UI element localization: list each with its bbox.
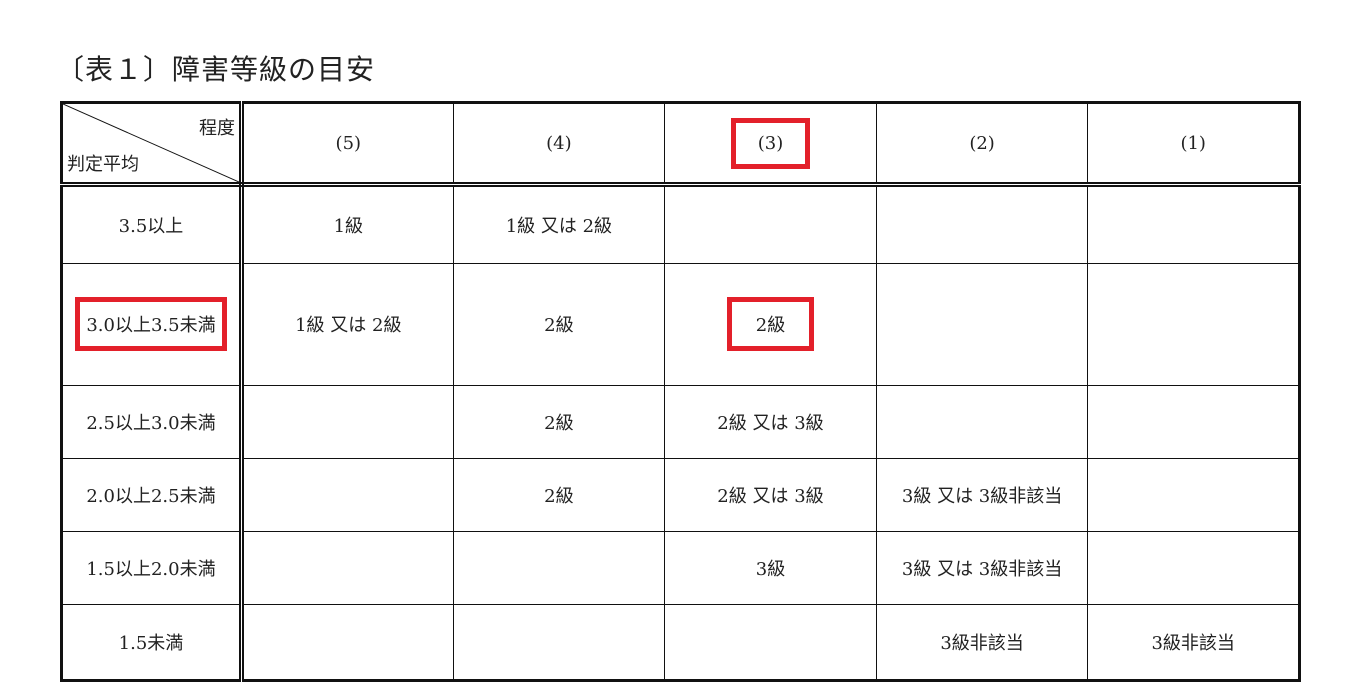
table-cell: 1級 又は 2級 [241,262,454,386]
table-cell [241,457,454,532]
row-label: 3.0以上3.5未満 [61,262,244,386]
highlighted-row-label: 3.0以上3.5未満 [75,297,227,352]
table-cell [241,384,454,459]
column-header-4: (4) [452,102,666,187]
table-cell: 1級 又は 2級 [452,184,666,264]
table-cell [1087,384,1300,459]
table-cell: 2級 又は 3級 [664,384,877,459]
table-cell [1087,184,1300,264]
table-cell: 3級 [664,530,877,606]
column-header-2: (2) [875,102,1089,187]
highlighted-column-header: (3) [730,117,811,169]
page-title: 〔表１〕障害等級の目安 [56,53,376,86]
column-header-1: (1) [1087,102,1300,187]
table-cell: 3級非該当 [875,604,1089,681]
corner-label-degree: 程度 [199,118,235,139]
table-cell: 2級 又は 3級 [664,457,877,532]
table-row: 3.5以上 1級 1級 又は 2級 [61,184,1300,264]
column-header-5: (5) [241,102,454,187]
header-row: 程度 判定平均 (5) (4) (3) (2) (1) [61,102,1300,187]
row-label: 3.5以上 [61,184,244,264]
table-cell [1087,457,1300,532]
highlighted-cell: 2級 [726,297,815,352]
table-cell [875,184,1089,264]
table-cell [452,604,666,681]
table-cell: 3級 又は 3級非該当 [875,457,1089,532]
table-cell [241,604,454,681]
table-cell: 2級 [664,262,877,386]
table-cell [452,530,666,606]
table-cell [875,262,1089,386]
table-cell [875,384,1089,459]
table-cell: 2級 [452,457,666,532]
table-cell: 2級 [452,262,666,386]
row-label: 1.5以上2.0未満 [61,530,244,606]
table-cell [241,530,454,606]
table-row: 2.0以上2.5未満 2級 2級 又は 3級 3級 又は 3級非該当 [61,457,1300,532]
table-cell [664,604,877,681]
disability-grade-table: 程度 判定平均 (5) (4) (3) (2) (1) 3.5以上 1級 1級 又は… [60,101,1301,682]
table-cell [1087,530,1300,606]
table-row: 2.5以上3.0未満 2級 2級 又は 3級 [61,384,1300,459]
table-cell [664,184,877,264]
table-cell: 3級非該当 [1087,604,1300,681]
table-cell: 3級 又は 3級非該当 [875,530,1089,606]
table-cell: 1級 [241,184,454,264]
corner-cell: 程度 判定平均 [61,102,244,187]
row-label: 2.0以上2.5未満 [61,457,244,532]
table-row: 1.5以上2.0未満 3級 3級 又は 3級非該当 [61,530,1300,606]
corner-label-average: 判定平均 [67,154,139,175]
row-label: 1.5未満 [61,604,244,681]
row-label: 2.5以上3.0未満 [61,384,244,459]
table-cell [1087,262,1300,386]
table-row: 3.0以上3.5未満 1級 又は 2級 2級 2級 [61,262,1300,386]
column-header-3: (3) [664,102,877,187]
table-row: 1.5未満 3級非該当 3級非該当 [61,604,1300,681]
table-cell: 2級 [452,384,666,459]
